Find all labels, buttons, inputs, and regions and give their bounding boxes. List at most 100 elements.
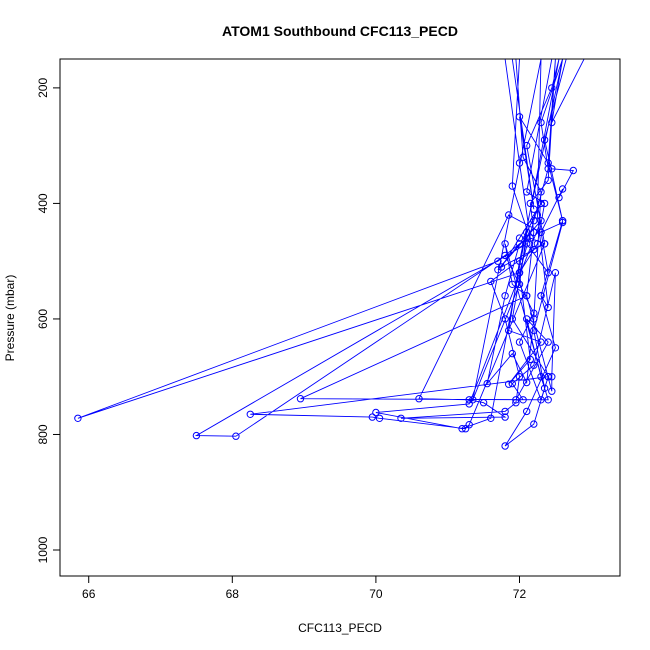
data-point — [494, 266, 502, 274]
data-point — [501, 315, 509, 323]
data-point — [523, 378, 531, 387]
data-point — [530, 205, 538, 213]
x-tick-label: 70 — [369, 587, 383, 601]
data-point — [512, 399, 520, 407]
data-point — [501, 240, 509, 248]
data-point — [540, 240, 549, 248]
data-point — [523, 141, 531, 150]
data-point — [508, 349, 516, 358]
x-tick-label: 66 — [82, 587, 96, 601]
data-point — [530, 245, 538, 254]
data-point — [469, 396, 477, 404]
data-point — [558, 185, 567, 193]
data-point — [537, 118, 545, 127]
data-point — [487, 277, 495, 286]
data-point — [508, 315, 516, 323]
data-point — [397, 414, 405, 422]
data-point — [537, 217, 545, 225]
data-point — [523, 292, 531, 300]
data-point — [537, 338, 545, 346]
data-point — [548, 165, 556, 173]
data-point — [537, 199, 545, 208]
data-point — [548, 118, 556, 127]
data-point — [465, 396, 473, 404]
data-point — [558, 217, 567, 225]
data-point — [551, 344, 560, 352]
data-point — [74, 414, 82, 422]
data-point — [526, 199, 534, 208]
data-point — [526, 234, 534, 242]
data-point — [508, 182, 516, 190]
data-point — [544, 269, 552, 277]
y-tick-label: 1000 — [36, 536, 50, 563]
data-point — [368, 413, 376, 421]
data-point — [519, 396, 527, 404]
data-point — [530, 326, 538, 335]
data-point — [530, 217, 538, 225]
data-point — [544, 303, 552, 312]
data-point — [540, 384, 549, 392]
plot-area — [74, 59, 585, 450]
data-point — [544, 176, 552, 185]
data-point — [540, 136, 549, 144]
data-point — [515, 280, 524, 288]
data-point — [515, 113, 524, 121]
data-point — [192, 431, 201, 440]
data-point — [494, 257, 502, 265]
data-point — [540, 199, 549, 208]
x-axis-label: CFC113_PECD — [298, 621, 382, 635]
data-point — [523, 228, 531, 237]
data-point — [487, 414, 495, 422]
data-point — [523, 240, 531, 248]
y-axis-label: Pressure (mbar) — [3, 275, 17, 362]
data-point — [537, 373, 545, 381]
data-point — [505, 326, 513, 335]
data-point — [544, 396, 552, 404]
data-point — [523, 315, 531, 323]
data-point — [530, 420, 538, 428]
x-tick-label: 72 — [513, 587, 527, 601]
data-point — [530, 228, 538, 237]
chart-title: ATOM1 Southbound CFC113_PECD — [222, 23, 458, 39]
data-point — [537, 188, 545, 196]
data-point — [515, 240, 524, 248]
data-point — [555, 193, 563, 202]
data-point — [548, 373, 556, 381]
data-point — [515, 234, 524, 242]
data-point — [533, 211, 542, 219]
data-point — [523, 188, 531, 196]
series-line — [77, 59, 585, 447]
data-point — [569, 166, 577, 175]
data-point — [544, 165, 552, 173]
data-point — [479, 399, 488, 407]
data-point — [515, 269, 524, 277]
data-point — [458, 425, 466, 433]
data-point — [232, 432, 240, 440]
plot-frame — [59, 58, 621, 577]
data-point — [465, 400, 473, 408]
y-tick-label: 800 — [36, 424, 50, 444]
data-point — [246, 410, 255, 418]
data-point — [372, 408, 380, 417]
data-point — [551, 269, 560, 277]
data-point — [465, 421, 473, 429]
data-point — [523, 407, 531, 416]
data-point — [537, 228, 545, 237]
data-point — [515, 159, 524, 167]
data-point — [501, 407, 509, 416]
data-point — [508, 379, 516, 388]
x-tick-label: 68 — [226, 587, 240, 601]
data-point — [537, 396, 545, 404]
y-tick-label: 200 — [36, 78, 50, 98]
data-point — [512, 396, 520, 404]
data-point — [501, 413, 509, 421]
data-point — [530, 309, 538, 317]
data-point — [523, 234, 531, 242]
data-point — [501, 442, 509, 450]
data-point — [296, 395, 305, 403]
data-point — [519, 153, 527, 161]
data-point — [501, 251, 509, 260]
data-point — [515, 257, 524, 265]
data-point — [375, 414, 384, 422]
